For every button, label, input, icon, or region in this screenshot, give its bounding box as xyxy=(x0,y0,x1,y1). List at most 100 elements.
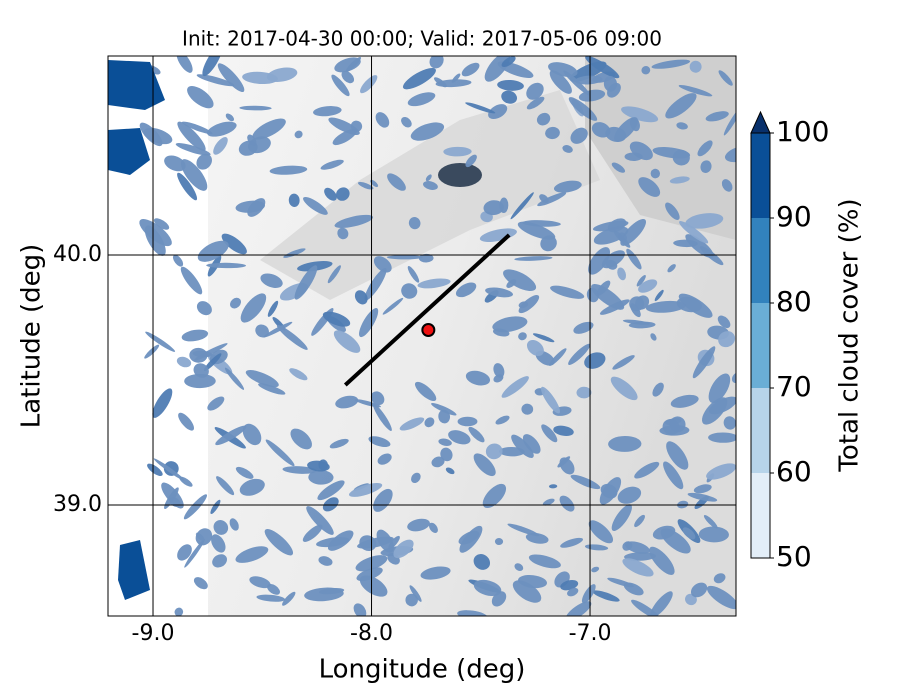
x-axis-label: Longitude (deg) xyxy=(319,655,526,685)
cloud-patch xyxy=(514,256,553,261)
cloud-patch xyxy=(414,381,437,401)
cloud-patch xyxy=(368,436,391,448)
cloud-patch xyxy=(302,524,323,542)
cloud-patch xyxy=(634,461,660,479)
cloud-patch xyxy=(206,262,247,269)
cloud-patch xyxy=(139,219,172,247)
cloud-patch xyxy=(256,594,286,602)
cloud-patch xyxy=(401,116,412,128)
cloud-patch xyxy=(540,235,557,252)
cloud-patch xyxy=(685,213,724,229)
cloud-patch xyxy=(184,538,205,568)
cloud-patch xyxy=(276,324,308,350)
cloud-patch xyxy=(532,333,555,343)
cloud-patch xyxy=(354,399,382,408)
cloud-patch xyxy=(617,267,627,281)
cloud-patch xyxy=(473,554,491,570)
cloud-patch xyxy=(195,528,213,546)
cloud-patch xyxy=(229,518,239,531)
cloud-patch xyxy=(282,466,317,474)
cloud-patch xyxy=(177,544,192,561)
cloud-patch xyxy=(181,329,209,342)
cloud-patch xyxy=(317,480,345,501)
cloud-patch xyxy=(152,388,173,418)
cloud-patch xyxy=(599,299,630,315)
cloud-patch xyxy=(622,558,654,577)
cloud-patch xyxy=(360,75,378,94)
cloud-patch xyxy=(708,373,731,404)
colorbar-bin xyxy=(751,218,770,303)
cloud-patch xyxy=(593,226,629,245)
cloud-patch xyxy=(324,187,337,201)
cloud-patch xyxy=(724,145,736,163)
cloud-patch xyxy=(333,330,361,353)
cloud-patch xyxy=(495,415,510,425)
cloud-patch xyxy=(709,396,736,415)
cloud-patch xyxy=(708,432,736,443)
cloud-patch xyxy=(187,85,214,109)
cloud-patch xyxy=(405,593,418,607)
cloud-patch xyxy=(591,122,611,138)
cloud-patch xyxy=(612,355,635,370)
cloud-patch xyxy=(717,315,731,329)
cloud-patch xyxy=(465,102,496,114)
cloud-patch xyxy=(263,321,293,338)
cloud-patch xyxy=(203,353,222,371)
cloud-patch xyxy=(568,343,591,365)
cloud-patch xyxy=(180,159,208,191)
cloud-patch xyxy=(180,266,203,295)
cloud-patch xyxy=(322,497,339,512)
cloud-patch xyxy=(563,70,591,96)
cloud-patch xyxy=(581,584,596,604)
cloud-patch xyxy=(650,333,657,341)
cloud-patch xyxy=(178,412,195,431)
cloud-patch xyxy=(320,159,344,170)
cloud-patch xyxy=(377,453,392,465)
cloud-patch xyxy=(353,603,367,616)
cloud-patch xyxy=(393,539,414,559)
cloud-patch xyxy=(501,90,518,104)
cloud-patch xyxy=(526,96,545,110)
colorbar-bin xyxy=(751,133,770,218)
cloud-patch xyxy=(592,590,620,602)
cloud-patch xyxy=(669,176,690,184)
cloud-patch xyxy=(354,290,368,305)
cloud-patch xyxy=(386,255,423,260)
plot-frame xyxy=(107,55,737,617)
cloud-patch xyxy=(341,70,355,84)
cloud-patch xyxy=(522,434,541,454)
colorbar-tick-label: 60 xyxy=(776,455,812,488)
cloud-patch xyxy=(294,265,318,300)
cloud-patch xyxy=(614,117,639,142)
colorbar-tick-label: 70 xyxy=(776,370,812,403)
cloud-patch xyxy=(202,56,223,77)
coastal-cloud xyxy=(108,128,150,175)
cloud-patch xyxy=(294,130,303,139)
y-tick-label: 40.0 xyxy=(53,242,102,267)
cloud-patch xyxy=(307,460,330,472)
cloud-patch xyxy=(196,301,212,316)
cloud-patch xyxy=(409,585,422,602)
cloud-patch xyxy=(510,192,534,220)
cloud-patch xyxy=(507,523,540,537)
cloud-patch xyxy=(239,105,272,111)
cloud-patch xyxy=(329,438,349,449)
cloud-patch xyxy=(224,367,245,390)
location-marker xyxy=(421,323,436,337)
cloud-patch xyxy=(435,79,472,88)
cloud-patch xyxy=(518,332,527,341)
cloud-patch xyxy=(698,526,729,543)
cloud-patch xyxy=(440,447,453,462)
colorbar-tick-label: 80 xyxy=(776,285,812,318)
cloud-patch xyxy=(357,181,374,190)
map-area xyxy=(108,56,736,616)
cloud-patch xyxy=(559,457,575,475)
cloud-patch xyxy=(172,254,184,267)
cloud-patch xyxy=(382,297,404,315)
cloud-patch xyxy=(654,289,664,302)
colorbar-tick-label: 90 xyxy=(776,200,812,233)
cloud-patch xyxy=(539,194,549,203)
cloud-patch xyxy=(264,529,294,556)
cloud-patch xyxy=(288,193,300,207)
